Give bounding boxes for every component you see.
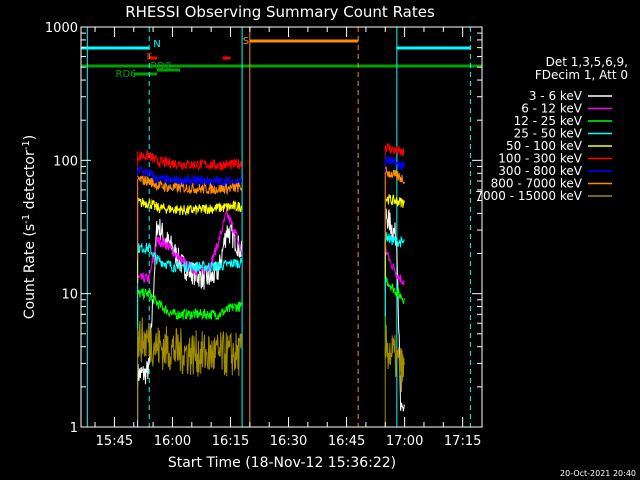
x-tick-label: 17:00 [386, 434, 423, 449]
series-line-800-7000-keV [137, 175, 243, 196]
x-tick-label: 16:45 [328, 434, 365, 449]
legend-label: 7000 - 15000 keV [475, 189, 582, 203]
series-line-800-7000-keV [384, 166, 405, 185]
series-line-7000-15000-keV [384, 324, 405, 392]
series-lines [137, 142, 405, 427]
series-line-3-6-keV [384, 208, 405, 412]
legend-title-line-1: Det 1,3,5,6,9, [546, 55, 628, 69]
y-axis-label: Count Rate (s-1 detector-1) [21, 135, 38, 319]
x-tick-label: 16:30 [270, 434, 307, 449]
legend-label: 25 - 50 keV [514, 127, 583, 141]
x-axis-label: Start Time (18-Nov-12 15:36:22) [168, 455, 396, 471]
legend-label: 800 - 7000 keV [491, 177, 583, 191]
flag-label: N [153, 39, 160, 50]
legend-label: 6 - 12 keV [521, 102, 583, 116]
series-line-12-25-keV [137, 288, 242, 321]
generation-timestamp: 20-Oct-2021 20:40 [560, 469, 636, 478]
x-tick-label: 15:45 [96, 434, 133, 449]
y-tick-label: 10 [61, 288, 78, 303]
series-line-25-50-keV [384, 232, 405, 248]
chart-title: RHESSI Observing Summary Count Rates [125, 3, 435, 21]
series-line-3-6-keV [137, 218, 243, 386]
y-tick-label: 1 [70, 421, 78, 436]
series-line-25-50-keV [137, 242, 242, 274]
series-line-12-25-keV [384, 273, 405, 304]
observing-flag-bars [81, 39, 482, 76]
legend-label: 50 - 100 keV [506, 139, 583, 153]
x-tick-label: 17:15 [444, 434, 481, 449]
y-axis-ticks: 1 10 100 1000 [45, 21, 482, 436]
legend-label: 300 - 800 keV [498, 164, 582, 178]
legend-title-line-2: FDecim 1, Att 0 [535, 68, 628, 82]
plot-frame [80, 26, 483, 428]
flag-label: S [243, 36, 249, 47]
series-line-6-12-keV [137, 208, 243, 284]
series-line-100-300-keV [137, 150, 243, 172]
series-line-6-12-keV [384, 245, 405, 285]
flag-label: F [146, 52, 152, 63]
x-tick-label: 16:00 [154, 434, 191, 449]
y-tick-label: 100 [53, 154, 78, 169]
flag-label: RD0 [150, 61, 171, 72]
legend-label: 12 - 25 keV [514, 114, 583, 128]
flag-label: RD6 [116, 69, 137, 80]
legend-label: 3 - 6 keV [529, 89, 583, 103]
x-tick-label: 16:15 [212, 434, 249, 449]
series-line-100-300-keV [384, 142, 405, 157]
x-axis-ticks: 15:45 16:00 16:15 16:30 16:45 17:00 17:15 [94, 27, 481, 449]
series-line-50-100-keV [384, 194, 405, 208]
y-tick-label: 1000 [45, 21, 78, 36]
series-line-300-800-keV [384, 154, 405, 171]
legend-label: 100 - 300 keV [498, 152, 582, 166]
series-line-7000-15000-keV [137, 317, 243, 377]
series-line-50-100-keV [137, 198, 243, 217]
